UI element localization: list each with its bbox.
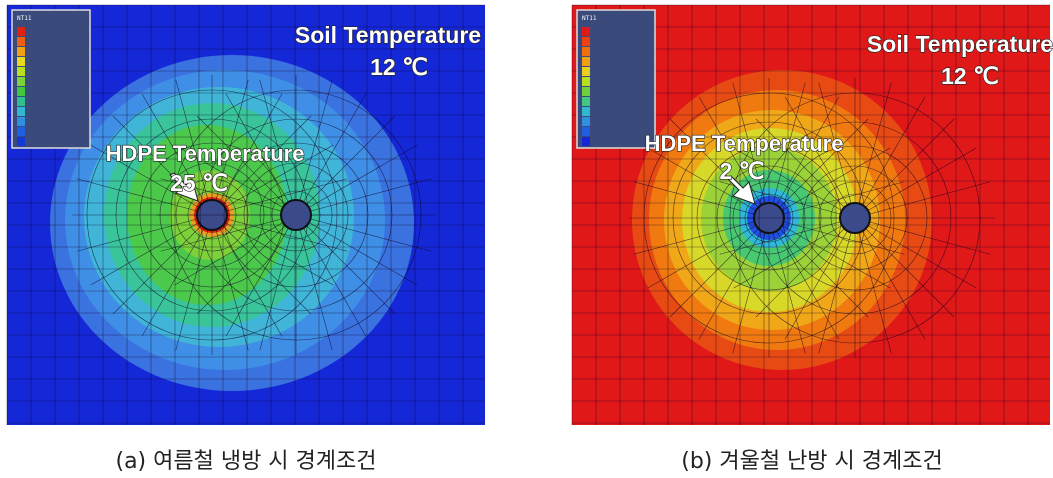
legend-title: NT11: [17, 15, 32, 22]
legend-swatch: [17, 27, 25, 36]
legend-swatch: [582, 87, 590, 96]
legend-swatch: [582, 47, 590, 56]
legend-swatch: [17, 107, 25, 116]
soil-label: Soil Temperature: [867, 31, 1053, 57]
legend-swatch: [17, 57, 25, 66]
legend-swatch: [17, 67, 25, 76]
soil-value: 12 ℃: [370, 54, 428, 80]
legend-swatch: [582, 77, 590, 86]
legend-swatch: [17, 127, 25, 136]
pipe: [281, 200, 311, 230]
soil-label: Soil Temperature: [295, 22, 481, 48]
legend-swatch: [17, 137, 25, 146]
caption: (a) 여름철 냉방 시 경계조건: [115, 449, 376, 474]
soil-value: 12 ℃: [941, 63, 999, 89]
legend-swatch: [582, 117, 590, 126]
panel-a: NT11 Soil Temperature 12 ℃ HDPE Temperat…: [7, 5, 485, 425]
legend-swatch: [582, 27, 590, 36]
legend-swatch: [582, 57, 590, 66]
legend-swatch: [17, 117, 25, 126]
legend-swatch: [17, 77, 25, 86]
hdpe-label: HDPE Temperature: [106, 141, 305, 166]
hdpe-value: 2 ℃: [719, 158, 764, 184]
hdpe-value: 25 ℃: [170, 170, 228, 196]
panel-b: NT11 Soil Temperature 12 ℃ HDPE Temperat…: [572, 5, 1053, 425]
legend-swatch: [582, 137, 590, 146]
legend-swatch: [17, 47, 25, 56]
legend-swatch: [17, 37, 25, 46]
legend-swatch: [582, 37, 590, 46]
legend-swatch: [17, 87, 25, 96]
legend-swatch: [582, 67, 590, 76]
hdpe-label: HDPE Temperature: [645, 131, 844, 156]
legend-swatch: [17, 97, 25, 106]
legend-swatch: [582, 107, 590, 116]
figure: NT11 Soil Temperature 12 ℃ HDPE Temperat…: [0, 0, 1053, 478]
legend-swatch: [582, 127, 590, 136]
pipe: [840, 203, 870, 233]
legend-title: NT11: [582, 15, 597, 22]
caption: (b) 겨울철 난방 시 경계조건: [681, 449, 943, 474]
legend-swatch: [582, 97, 590, 106]
